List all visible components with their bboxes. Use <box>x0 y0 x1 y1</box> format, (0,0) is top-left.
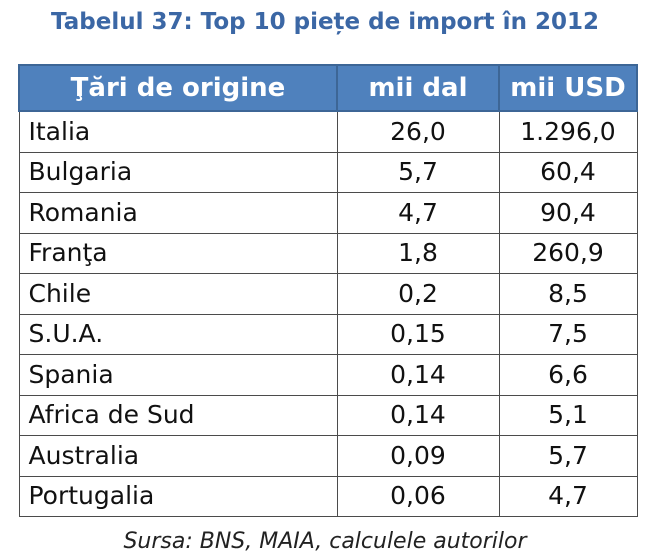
mii-dal-cell: 26,0 <box>336 110 500 153</box>
country-cell: Franţa <box>18 232 338 274</box>
country-cell: Spania <box>18 354 338 396</box>
table-row: Africa de Sud 0,14 5,1 <box>18 394 638 436</box>
table-row: Australia 0,09 5,7 <box>18 435 638 477</box>
table-caption: Tabelul 37: Top 10 piețe de import în 20… <box>51 9 599 35</box>
mii-usd-cell: 5,1 <box>498 394 638 436</box>
source-note: Sursa: BNS, MAIA, calculele autorilor <box>123 529 527 554</box>
mii-usd-cell: 1.296,0 <box>498 110 638 153</box>
table-row: Bulgaria 5,7 60,4 <box>18 151 638 193</box>
mii-dal-cell: 0,15 <box>336 313 500 355</box>
mii-dal-cell: 0,2 <box>336 273 500 315</box>
country-cell: Italia <box>18 110 338 153</box>
mii-dal-cell: 1,8 <box>336 232 500 274</box>
mii-usd-cell: 5,7 <box>498 435 638 477</box>
mii-dal-cell: 0,14 <box>336 354 500 396</box>
country-cell: Romania <box>18 192 338 234</box>
mii-dal-cell: 5,7 <box>336 151 500 193</box>
mii-usd-cell: 260,9 <box>498 232 638 274</box>
mii-dal-cell: 0,09 <box>336 435 500 477</box>
table-row: S.U.A. 0,15 7,5 <box>18 313 638 355</box>
country-cell: S.U.A. <box>18 313 338 355</box>
table-header-row: Ţări de origine mii dal mii USD <box>18 64 638 112</box>
country-cell: Australia <box>18 435 338 477</box>
mii-dal-cell: 4,7 <box>336 192 500 234</box>
header-mii-usd: mii USD <box>498 64 638 112</box>
table-row: Spania 0,14 6,6 <box>18 354 638 396</box>
mii-usd-cell: 8,5 <box>498 273 638 315</box>
table-row: Italia 26,0 1.296,0 <box>18 110 638 153</box>
table-row: Romania 4,7 90,4 <box>18 192 638 234</box>
mii-dal-cell: 0,06 <box>336 475 500 517</box>
country-cell: Chile <box>18 273 338 315</box>
mii-usd-cell: 6,6 <box>498 354 638 396</box>
table-row: Franţa 1,8 260,9 <box>18 232 638 274</box>
header-countries: Ţări de origine <box>18 64 338 112</box>
import-markets-table: Ţări de origine mii dal mii USD Italia 2… <box>18 64 638 517</box>
country-cell: Portugalia <box>18 475 338 517</box>
header-mii-dal: mii dal <box>336 64 500 112</box>
table-row: Chile 0,2 8,5 <box>18 273 638 315</box>
country-cell: Bulgaria <box>18 151 338 193</box>
mii-usd-cell: 7,5 <box>498 313 638 355</box>
mii-usd-cell: 4,7 <box>498 475 638 517</box>
mii-usd-cell: 90,4 <box>498 192 638 234</box>
table-row: Portugalia 0,06 4,7 <box>18 475 638 517</box>
mii-dal-cell: 0,14 <box>336 394 500 436</box>
mii-usd-cell: 60,4 <box>498 151 638 193</box>
country-cell: Africa de Sud <box>18 394 338 436</box>
